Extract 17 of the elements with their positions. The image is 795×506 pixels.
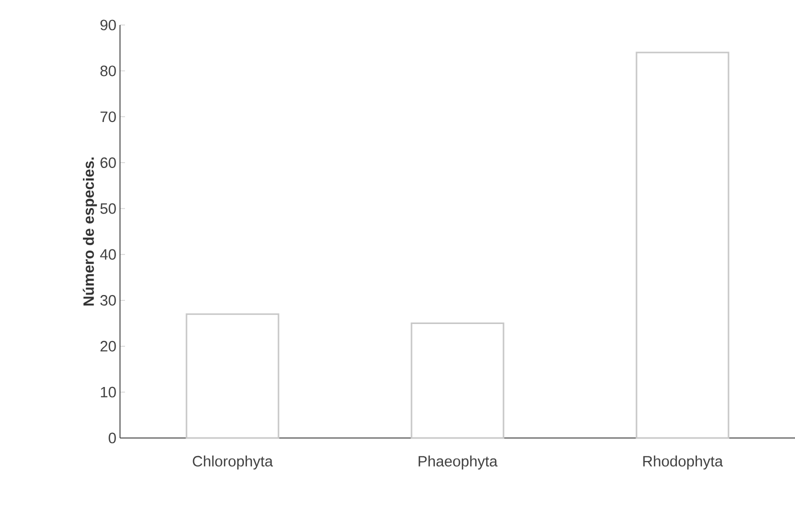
y-tick-label: 90 bbox=[100, 20, 116, 30]
bar bbox=[186, 313, 280, 439]
y-tick-label: 30 bbox=[100, 295, 116, 306]
bar bbox=[636, 52, 730, 439]
y-tick-label: 50 bbox=[100, 203, 116, 214]
y-tick-label: 0 bbox=[108, 432, 116, 444]
x-tick-label: Phaeophyta bbox=[418, 456, 498, 470]
y-tick-label: 40 bbox=[100, 249, 116, 260]
x-tick-label: Chlorophyta bbox=[192, 456, 273, 470]
y-tick-label: 70 bbox=[100, 111, 116, 122]
y-tick-label: 60 bbox=[100, 157, 116, 168]
y-tick-label: 10 bbox=[100, 386, 116, 398]
y-tick-label: 80 bbox=[100, 66, 116, 76]
x-tick-label: Rhodophyta bbox=[643, 456, 723, 470]
y-axis-title: Número de especies. bbox=[82, 158, 97, 306]
y-tick-label: 20 bbox=[100, 340, 116, 352]
bar bbox=[410, 322, 504, 439]
